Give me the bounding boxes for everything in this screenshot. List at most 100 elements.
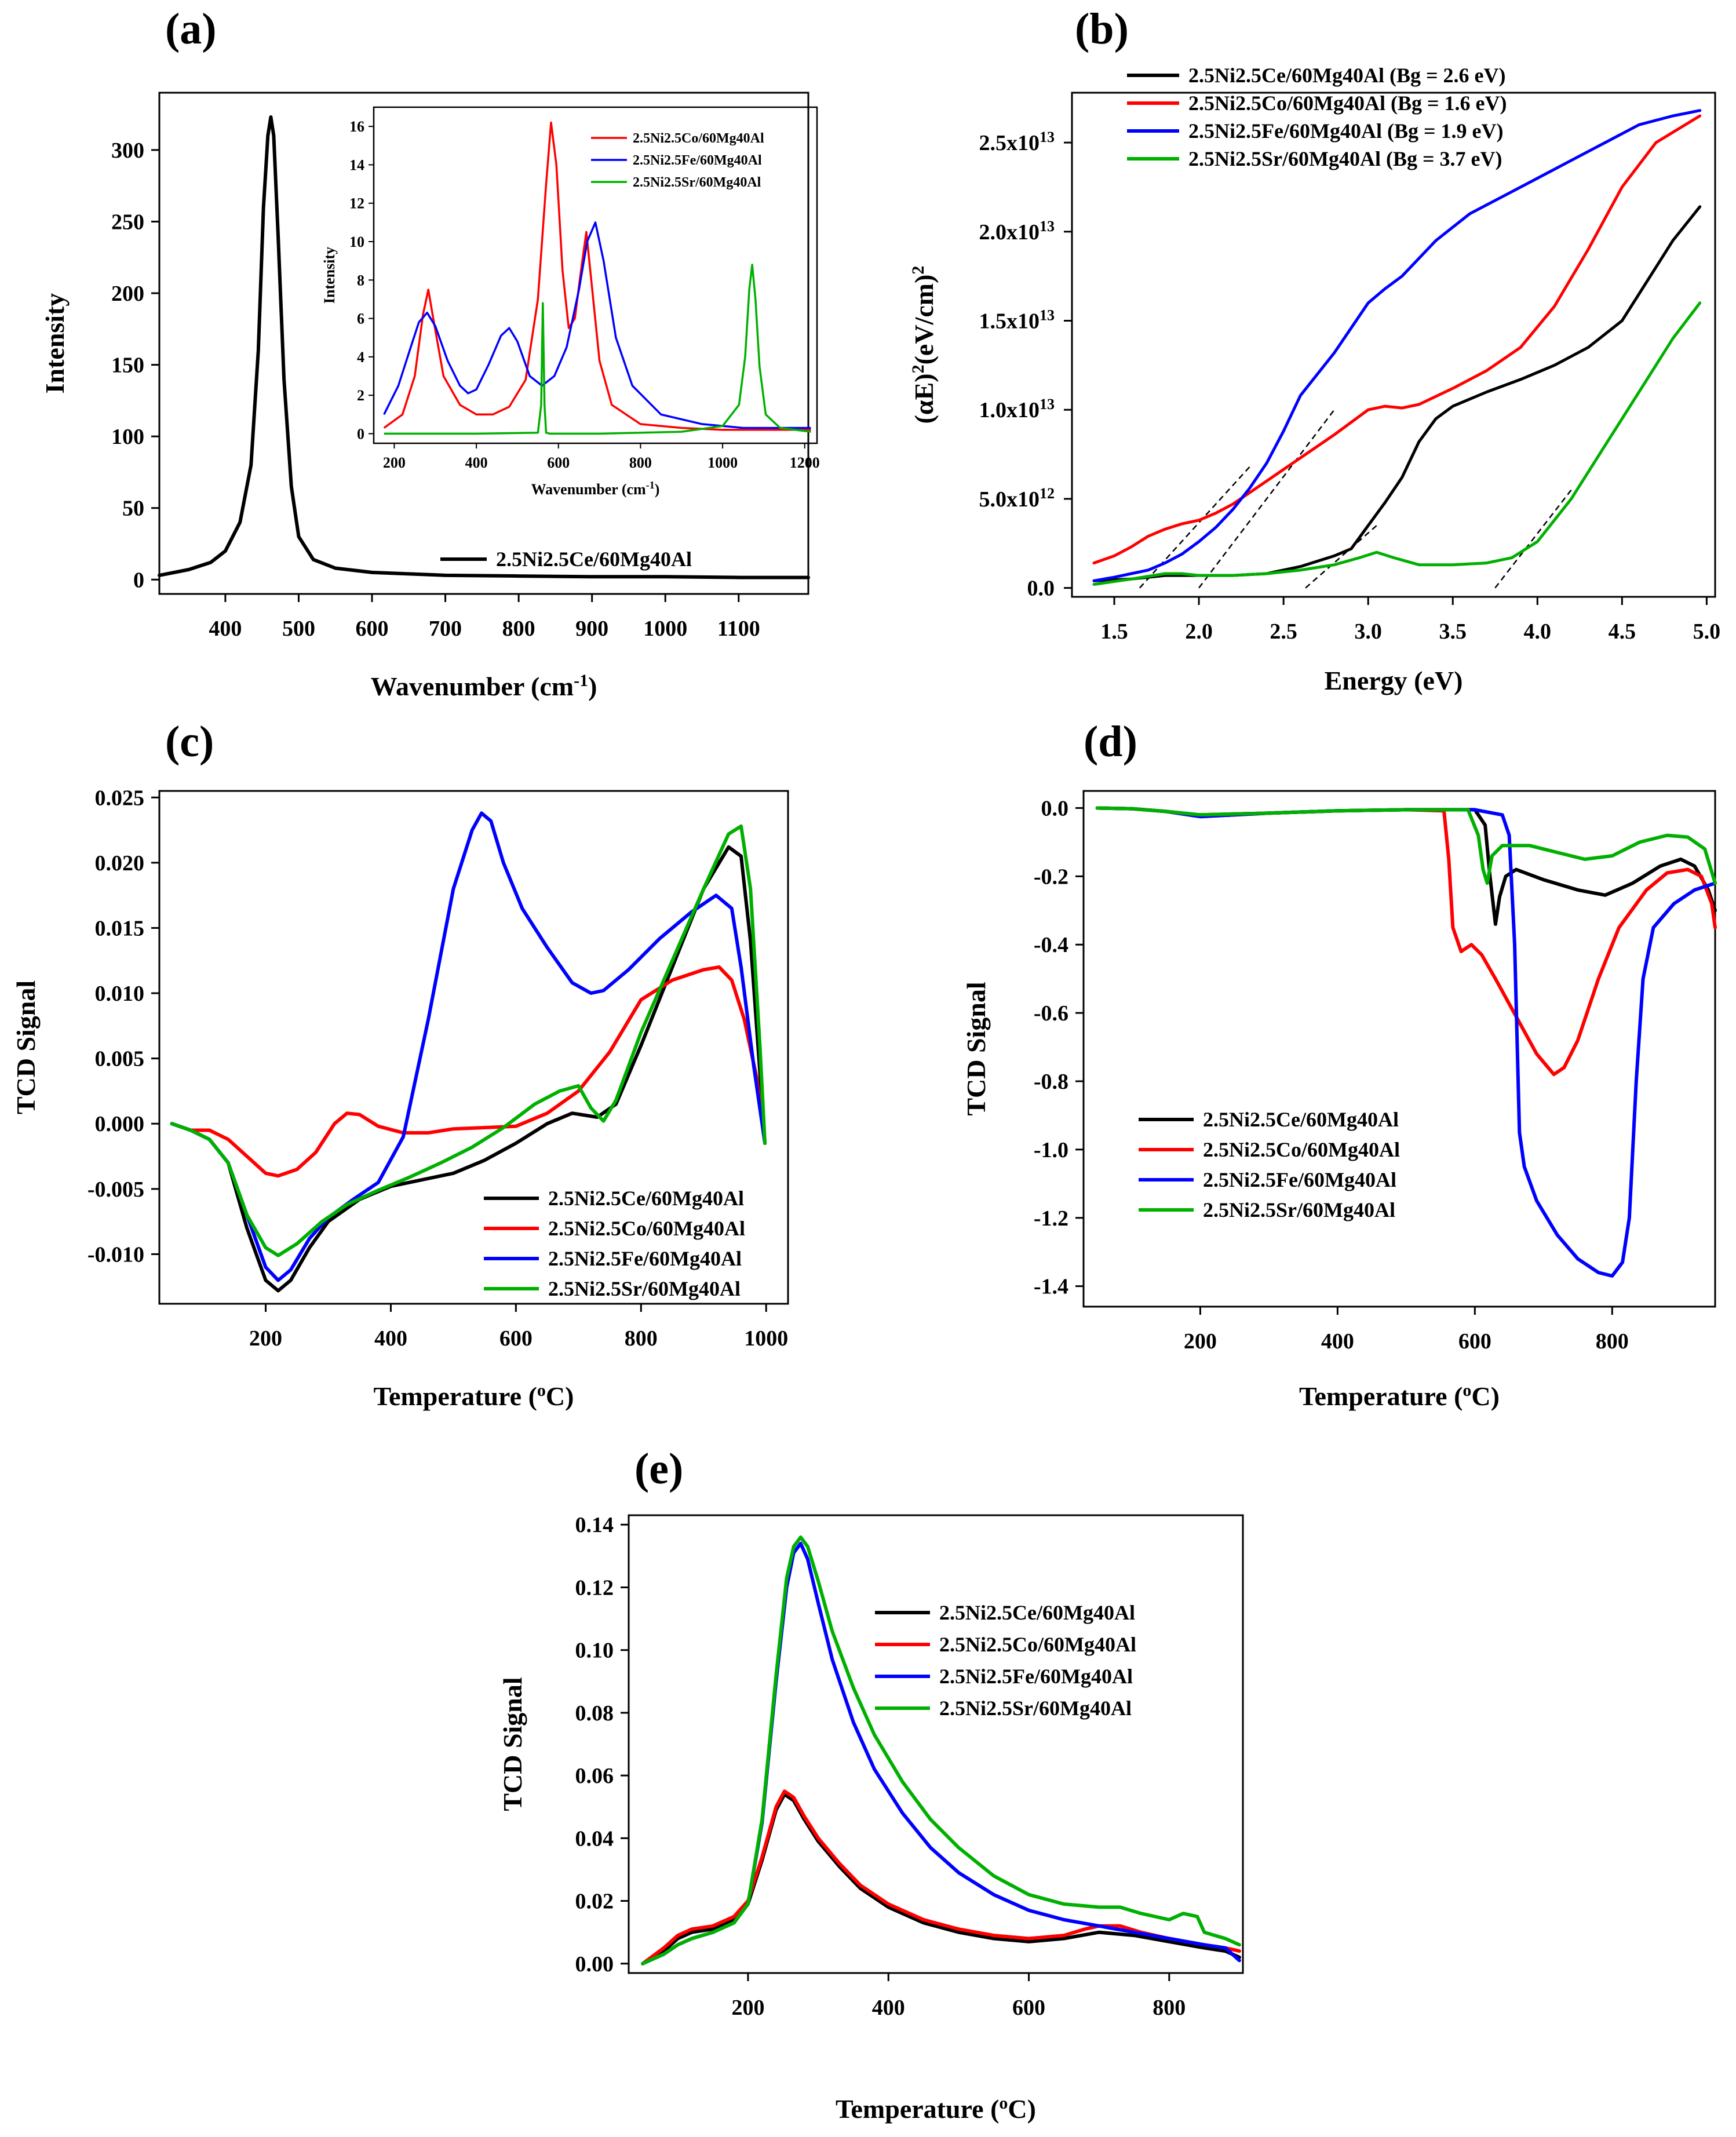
panel-c-plot-frame [158, 790, 789, 1305]
panel-d-y-tick-label: 0.0 [1041, 796, 1069, 820]
panel-b-y-tick-label-part-0: 0.0 [1027, 577, 1055, 601]
panel-a-x-axis-title-part-2: ) [588, 672, 597, 701]
panel-c-legend-label-2: 2.5Ni2.5Fe/60Mg40Al [548, 1247, 742, 1270]
panel-b-x-tick-label: 2.0 [1185, 619, 1213, 644]
panel-c-series-line-1 [170, 965, 767, 1178]
panel-e-series-line-1 [641, 1789, 1241, 1965]
panel-c-legend-label-3: 2.5Ni2.5Sr/60Mg40Al [548, 1277, 741, 1300]
panel-a-plot-frame [158, 92, 809, 595]
panel-b-y-tick-label-part-0: 2.0x10 [979, 220, 1040, 245]
panel-e-y-tick-label: 0.02 [575, 1890, 614, 1914]
panel-a-inset-legend-label-1: 2.5Ni2.5Fe/60Mg40Al [633, 153, 762, 168]
panel-b-series-line-1 [1092, 114, 1702, 565]
panel-e-y-axis-title: TCD Signal [498, 1677, 527, 1811]
panel-a-y-tick-label: 50 [122, 497, 144, 521]
panel-e-legend-label-1: 2.5Ni2.5Co/60Mg40Al [939, 1633, 1136, 1656]
panel-c-legend-label-0: 2.5Ni2.5Ce/60Mg40Al [548, 1187, 744, 1210]
panel-c-y-tick-label: 0.025 [95, 786, 145, 810]
panel-b-tangent-line-1 [1198, 409, 1335, 589]
panel-b-y-tick-label: 2.0x1013 [979, 217, 1055, 245]
panel-d-y-tick-label: -0.4 [1034, 933, 1068, 957]
panel-a-inset-x-tick-label: 200 [383, 454, 406, 471]
panel-d-legend-label-0: 2.5Ni2.5Ce/60Mg40Al [1203, 1108, 1399, 1131]
panel-e-y-tick-label: 0.08 [575, 1701, 614, 1726]
panel-e-legend-label-3: 2.5Ni2.5Sr/60Mg40Al [939, 1697, 1132, 1720]
panel-e-y-tick-label: 0.14 [575, 1513, 614, 1537]
panel-e-x-tick-label: 600 [1012, 1996, 1045, 2020]
panel-a-inset-x-tick-label: 800 [629, 454, 652, 471]
panel-a-y-tick-label: 0 [133, 568, 144, 592]
panel-b-panel-label: (b) [1075, 5, 1129, 53]
panel-a-inset-x-axis-title: Wavenumber (cm-1) [531, 479, 660, 498]
panel-b-y-axis-title-part-0: (αE) [909, 373, 939, 424]
panel-a-y-tick-label: 300 [111, 138, 144, 163]
panel-a-inset-series-line-1 [383, 221, 811, 429]
panel-a-legend-label-0: 2.5Ni2.5Ce/60Mg40Al [496, 548, 692, 571]
panel-e-series-line-3 [641, 1535, 1241, 1965]
panel-c-y-tick-label: 0.015 [95, 916, 145, 940]
panel-d-legend-label-3: 2.5Ni2.5Sr/60Mg40Al [1203, 1198, 1395, 1221]
panel-a-panel-label: (a) [165, 5, 217, 53]
panel-a-series-line-0 [158, 115, 810, 579]
panel-a-y-tick-label: 200 [111, 282, 144, 306]
panel-d-legend-label-1: 2.5Ni2.5Co/60Mg40Al [1203, 1138, 1400, 1161]
panel-b-x-tick-label: 5.0 [1693, 619, 1721, 644]
panel-d-y-tick-label: -0.2 [1034, 865, 1068, 889]
panel-d-y-tick-label: -0.6 [1034, 1001, 1068, 1026]
panel-a-x-tick-label: 600 [356, 617, 389, 641]
panel-d-x-tick-label: 800 [1596, 1329, 1629, 1354]
panel-a-x-tick-label: 700 [429, 617, 462, 641]
panel-c-x-axis-title-part-2: C) [546, 1381, 574, 1411]
panel-b-series-line-3 [1092, 301, 1702, 586]
panel-e-y-tick-label: 0.00 [575, 1952, 614, 1976]
panel-c-y-tick-label: -0.010 [87, 1242, 144, 1267]
panel-a-inset-y-tick-label: 16 [349, 118, 364, 135]
panel-a-x-axis-title: Wavenumber (cm-1) [371, 671, 597, 702]
panel-e: (e) 200 400 600 800 0.00 0.02 0.04 0.06 0.08 0.10 0… [498, 1445, 1244, 2124]
panel-b-legend-label-2: 2.5Ni2.5Fe/60Mg40Al (Bg = 1.9 eV) [1188, 119, 1503, 143]
panel-a-inset-y-tick-label: 10 [349, 234, 364, 250]
panel-c-series-line-0 [170, 845, 767, 1293]
panel-b: (b) 1.5 2.0 2.5 3.0 3.5 4.0 4.5 5.0 0.0 5.0x1012 1.… [909, 5, 1721, 695]
panel-c-y-tick-label: 0.000 [95, 1112, 145, 1136]
panel-a-inset-frame [373, 106, 818, 444]
panel-e-y-tick-label: 0.04 [575, 1826, 614, 1851]
panel-d-plot-frame [1082, 790, 1716, 1308]
panel-a-x-axis-title-part-1: -1 [574, 671, 588, 690]
panel-a-inset-x-tick-label: 600 [547, 454, 570, 471]
panel-c-y-tick-label: 0.005 [95, 1047, 145, 1071]
panel-a-inset-x-axis-title-part-0: Wavenumber (cm [531, 481, 646, 498]
panel-e-plot-frame [628, 1514, 1244, 1974]
panel-e-panel-label: (e) [634, 1445, 683, 1493]
panel-b-series-line-2 [1092, 109, 1702, 582]
panel-c-x-axis-title-part-0: Temperature ( [374, 1381, 537, 1411]
panel-d-x-tick-label: 600 [1458, 1329, 1491, 1354]
panel-a-inset-x-axis-title-part-1: -1 [646, 479, 655, 491]
panel-b-y-tick-label-part-1: 13 [1040, 129, 1055, 145]
panel-d-x-axis-title-part-1: o [1463, 1381, 1471, 1400]
panel-e-x-axis-title-part-1: o [999, 2094, 1008, 2113]
panel-b-y-tick-label: 5.0x1012 [979, 484, 1055, 512]
panel-c-y-tick-label: 0.010 [95, 982, 145, 1006]
panel-a-y-tick-label: 150 [111, 353, 144, 378]
panel-c-x-tick-label: 400 [374, 1326, 407, 1351]
panel-a-inset-series-line-0 [383, 121, 811, 431]
panel-b-tangent-line-3 [1494, 489, 1572, 589]
panel-a-inset: 200 400 600 800 1000 1200 0 2 4 6 8 10 12 14 16 Wavenum… [321, 106, 820, 498]
panel-b-y-tick-label-part-1: 13 [1040, 396, 1055, 413]
panel-a-inset-legend-label-2: 2.5Ni2.5Sr/60Mg40Al [633, 175, 761, 190]
panel-e-legend-label-2: 2.5Ni2.5Fe/60Mg40Al [939, 1665, 1133, 1688]
panel-c-x-tick-label: 600 [499, 1326, 533, 1351]
panel-e-x-tick-label: 200 [731, 1996, 764, 2020]
panel-b-legend-label-1: 2.5Ni2.5Co/60Mg40Al (Bg = 1.6 eV) [1188, 92, 1507, 115]
panel-d-panel-label: (d) [1084, 717, 1137, 766]
panel-c-series-line-2 [170, 811, 767, 1282]
panel-a-inset-y-tick-label: 8 [357, 272, 364, 289]
panel-e-y-tick-label: 0.10 [575, 1639, 614, 1663]
panel-b-y-tick-label-part-1: 12 [1040, 484, 1055, 501]
panel-d-x-axis-title-part-0: Temperature ( [1299, 1381, 1463, 1411]
panel-d-y-axis-title: TCD Signal [961, 982, 991, 1115]
panel-c-y-tick-label: 0.020 [95, 851, 145, 876]
